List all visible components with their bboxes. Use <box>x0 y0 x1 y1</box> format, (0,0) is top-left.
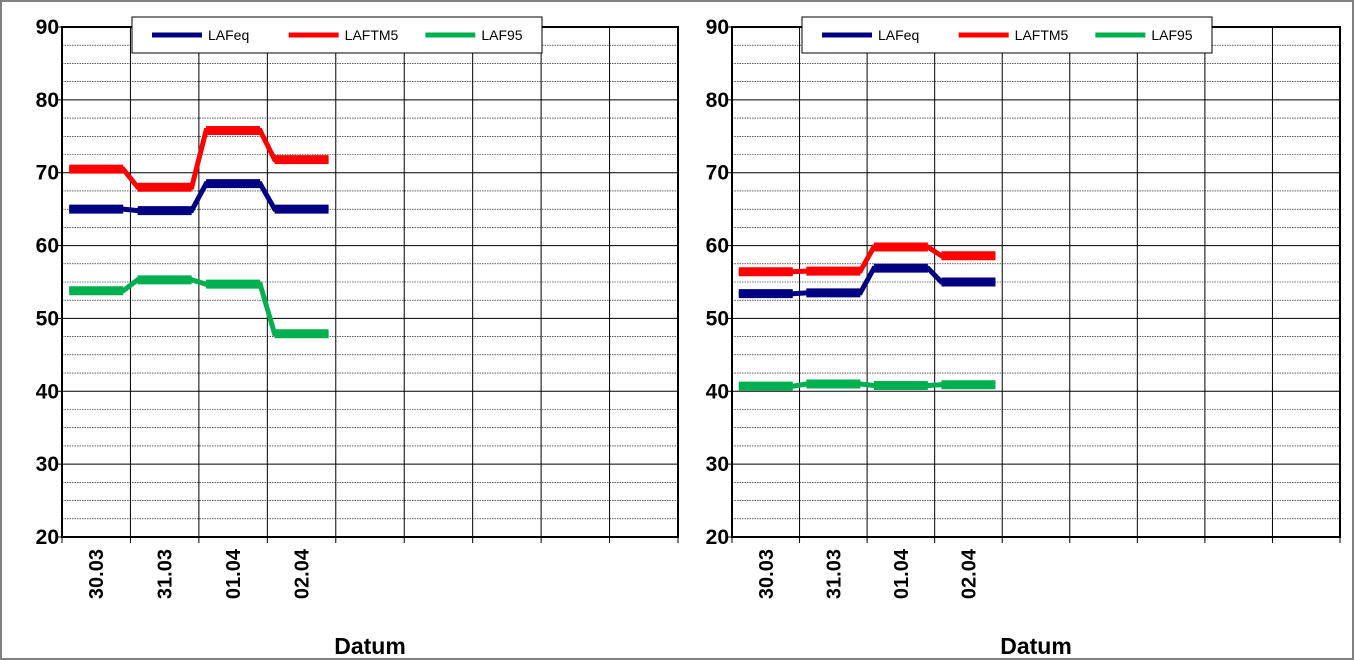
y-tick-label: 60 <box>706 235 729 258</box>
series-line-lafeq <box>738 265 996 297</box>
x-tick-label: 01.04 <box>223 548 245 599</box>
legend-label: LAF95 <box>481 27 522 43</box>
legend-label: LAF95 <box>1151 27 1192 43</box>
x-tick-label: 30.03 <box>86 549 108 599</box>
y-tick-label: 70 <box>706 162 729 185</box>
series-line-laftm5 <box>738 244 996 275</box>
y-tick-label: 20 <box>36 526 59 549</box>
x-tick-label: 31.03 <box>823 549 845 599</box>
y-tick-label: 50 <box>36 307 59 330</box>
y-tick-label: 40 <box>706 380 729 403</box>
x-axis-title: Datum <box>1000 633 1072 659</box>
y-tick-label: 50 <box>706 307 729 330</box>
y-tick-label: 80 <box>706 89 729 112</box>
legend-label: LAFTM5 <box>345 27 399 43</box>
series-line-lafeq <box>69 181 329 214</box>
chart-panel-2: 20 30 40 50 60 70 80 90 30.03 31.03 01.04 02.04 Datu… <box>706 16 1341 659</box>
legend-label: LAFeq <box>878 27 919 43</box>
y-tick-label: 20 <box>706 526 729 549</box>
y-tick-label: 80 <box>36 89 59 112</box>
series-line-laf95 <box>69 277 329 337</box>
x-tick-label: 31.03 <box>155 549 177 599</box>
x-axis-title: Datum <box>334 633 406 659</box>
legend-label: LAFeq <box>208 27 249 43</box>
y-tick-label: 40 <box>36 380 59 403</box>
chart-panel-1: 20 30 40 50 60 70 80 90 30.03 31.03 01.04 02.04 Datu… <box>36 16 679 659</box>
x-tick-label: 01.04 <box>891 548 913 599</box>
x-tick-label: 02.04 <box>958 548 980 599</box>
legend: LAFeq LAFTM5 LAF95 <box>131 16 543 54</box>
legend: LAFeq LAFTM5 LAF95 <box>801 16 1213 54</box>
y-tick-label: 90 <box>706 16 729 39</box>
y-tick-label: 90 <box>36 16 59 39</box>
y-tick-label: 30 <box>706 453 729 476</box>
x-tick-label: 30.03 <box>756 549 778 599</box>
series-line-laf95 <box>738 381 996 389</box>
series-line-laftm5 <box>69 128 329 190</box>
x-tick-label: 02.04 <box>292 548 314 599</box>
legend-label: LAFTM5 <box>1015 27 1069 43</box>
y-tick-label: 60 <box>36 235 59 258</box>
y-tick-label: 30 <box>36 453 59 476</box>
y-tick-label: 70 <box>36 162 59 185</box>
